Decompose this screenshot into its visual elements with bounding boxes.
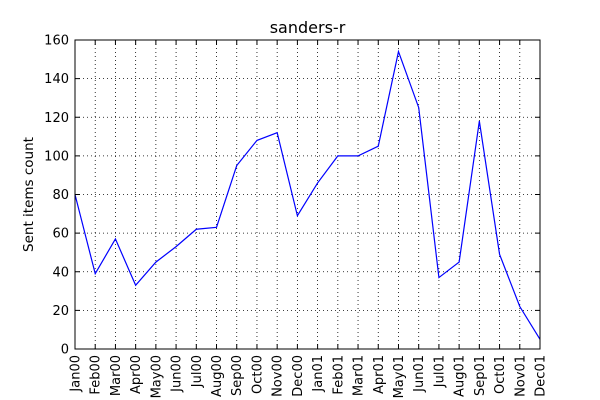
y-axis-label: Sent items count <box>21 137 37 252</box>
x-tick-label: Mar00 <box>109 355 124 396</box>
y-axis-ticks: 0 20 40 60 80 100 120 140 160 <box>44 34 540 358</box>
x-tick-label: Sep01 <box>473 355 488 396</box>
y-tick-label: 40 <box>52 265 69 280</box>
x-tick-label: May01 <box>392 355 407 398</box>
x-tick-label: Jun00 <box>170 355 185 393</box>
x-tick-label: Oct00 <box>250 355 265 394</box>
x-tick-label: Mar01 <box>352 355 367 396</box>
grid <box>74 39 541 350</box>
y-tick-label: 160 <box>44 34 69 49</box>
y-tick-label: 120 <box>44 111 69 126</box>
y-tick-label: 0 <box>61 343 69 358</box>
x-tick-label: Sep00 <box>230 355 245 396</box>
x-tick-label: Apr01 <box>372 355 387 394</box>
x-tick-label: Apr00 <box>129 355 144 394</box>
x-tick-label: Jul01 <box>432 355 447 388</box>
x-tick-label: Aug01 <box>453 355 468 397</box>
y-tick-label: 20 <box>52 304 69 319</box>
x-tick-label: Jul00 <box>190 355 205 388</box>
x-tick-label: Aug00 <box>210 355 225 397</box>
x-tick-label: Dec00 <box>291 355 306 397</box>
y-tick-label: 60 <box>52 227 69 242</box>
x-axis-ticks: Jan00 Feb00 Mar00 Apr00 May00 Jun00 Jul00 Aug00… <box>69 40 549 398</box>
x-tick-label: Dec01 <box>534 355 549 397</box>
x-tick-label: Jun01 <box>412 355 427 393</box>
y-tick-label: 140 <box>44 72 69 87</box>
x-tick-label: Feb01 <box>331 355 346 395</box>
x-tick-label: Nov01 <box>513 355 528 397</box>
series-line <box>74 49 541 340</box>
y-tick-label: 80 <box>52 188 69 203</box>
x-tick-label: Jan01 <box>311 355 326 393</box>
series-layer <box>74 49 541 340</box>
y-tick-label: 100 <box>44 149 69 164</box>
chart-title: sanders-r <box>270 18 346 37</box>
x-tick-label: May00 <box>149 355 164 398</box>
x-tick-label: Feb00 <box>89 355 104 395</box>
x-tick-label: Oct01 <box>493 355 508 394</box>
x-tick-label: Nov00 <box>271 355 286 397</box>
x-tick-label: Jan00 <box>69 355 84 393</box>
